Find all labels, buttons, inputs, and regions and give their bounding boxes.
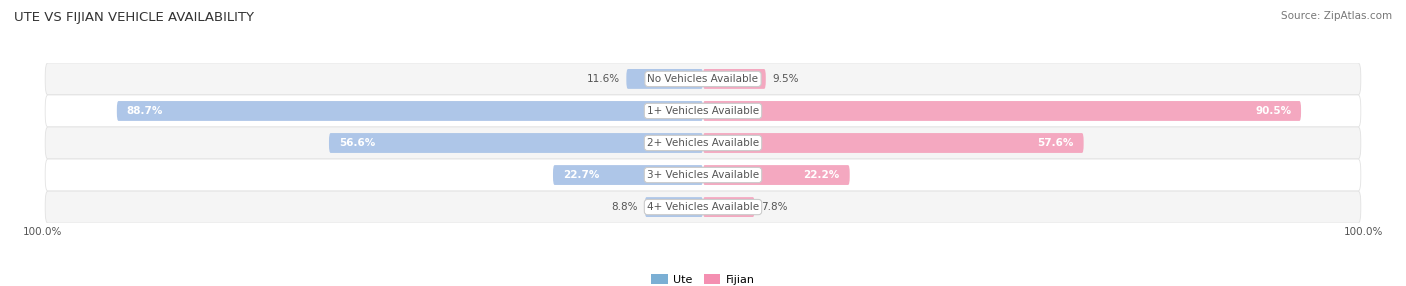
Text: UTE VS FIJIAN VEHICLE AVAILABILITY: UTE VS FIJIAN VEHICLE AVAILABILITY xyxy=(14,11,254,24)
FancyBboxPatch shape xyxy=(703,133,1084,153)
FancyBboxPatch shape xyxy=(45,159,1361,191)
FancyBboxPatch shape xyxy=(703,101,1301,121)
FancyBboxPatch shape xyxy=(117,101,703,121)
Text: 22.7%: 22.7% xyxy=(562,170,599,180)
Text: 9.5%: 9.5% xyxy=(772,74,799,84)
FancyBboxPatch shape xyxy=(553,165,703,185)
Text: 22.2%: 22.2% xyxy=(804,170,839,180)
Text: 2+ Vehicles Available: 2+ Vehicles Available xyxy=(647,138,759,148)
FancyBboxPatch shape xyxy=(45,63,1361,95)
FancyBboxPatch shape xyxy=(45,127,1361,159)
Text: 7.8%: 7.8% xyxy=(761,202,787,212)
Text: 88.7%: 88.7% xyxy=(127,106,163,116)
Text: 90.5%: 90.5% xyxy=(1256,106,1291,116)
FancyBboxPatch shape xyxy=(703,165,849,185)
Text: 3+ Vehicles Available: 3+ Vehicles Available xyxy=(647,170,759,180)
Text: 11.6%: 11.6% xyxy=(586,74,620,84)
Text: 8.8%: 8.8% xyxy=(612,202,638,212)
FancyBboxPatch shape xyxy=(45,95,1361,127)
FancyBboxPatch shape xyxy=(45,191,1361,223)
FancyBboxPatch shape xyxy=(645,197,703,217)
FancyBboxPatch shape xyxy=(703,197,755,217)
Text: No Vehicles Available: No Vehicles Available xyxy=(648,74,758,84)
FancyBboxPatch shape xyxy=(626,69,703,89)
Text: 4+ Vehicles Available: 4+ Vehicles Available xyxy=(647,202,759,212)
Text: 57.6%: 57.6% xyxy=(1038,138,1074,148)
Text: Source: ZipAtlas.com: Source: ZipAtlas.com xyxy=(1281,11,1392,21)
FancyBboxPatch shape xyxy=(329,133,703,153)
Legend: Ute, Fijian: Ute, Fijian xyxy=(647,270,759,286)
FancyBboxPatch shape xyxy=(703,69,766,89)
Text: 1+ Vehicles Available: 1+ Vehicles Available xyxy=(647,106,759,116)
Text: 56.6%: 56.6% xyxy=(339,138,375,148)
